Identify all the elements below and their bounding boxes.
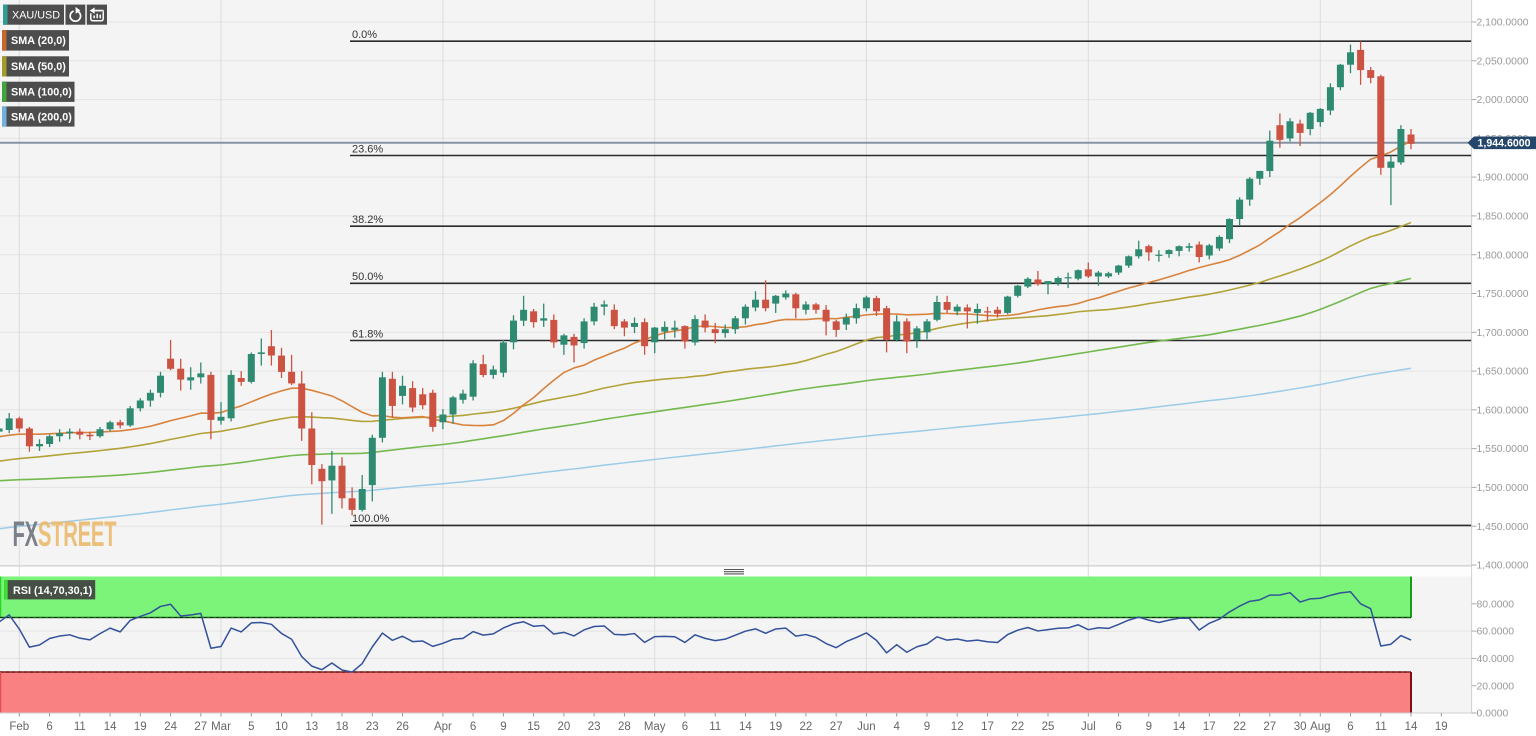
svg-text:20: 20 <box>558 721 571 733</box>
svg-text:14: 14 <box>1173 721 1186 733</box>
svg-text:2,000.0000: 2,000.0000 <box>1477 95 1529 106</box>
svg-text:14: 14 <box>739 721 752 733</box>
svg-text:1,800.0000: 1,800.0000 <box>1477 250 1529 261</box>
svg-text:27: 27 <box>1263 721 1276 733</box>
svg-text:22: 22 <box>1011 721 1024 733</box>
svg-text:SMA (200,0): SMA (200,0) <box>11 111 72 123</box>
svg-text:22: 22 <box>800 721 813 733</box>
svg-text:RSI (14,70,30,1): RSI (14,70,30,1) <box>13 585 93 597</box>
svg-text:24: 24 <box>164 721 177 733</box>
svg-text:0.0%: 0.0% <box>352 29 377 41</box>
svg-text:14: 14 <box>104 721 117 733</box>
svg-text:1,700.0000: 1,700.0000 <box>1477 328 1529 339</box>
svg-text:SMA (50,0): SMA (50,0) <box>11 61 66 73</box>
svg-text:25: 25 <box>1042 721 1055 733</box>
svg-text:60.0000: 60.0000 <box>1477 627 1515 638</box>
svg-text:26: 26 <box>396 721 409 733</box>
svg-text:19: 19 <box>769 721 782 733</box>
svg-text:12: 12 <box>951 721 964 733</box>
svg-text:15: 15 <box>527 721 540 733</box>
svg-text:1,600.0000: 1,600.0000 <box>1477 405 1529 416</box>
svg-text:Apr: Apr <box>434 721 452 733</box>
svg-text:9: 9 <box>500 721 506 733</box>
svg-text:17: 17 <box>981 721 994 733</box>
svg-text:2,050.0000: 2,050.0000 <box>1477 56 1529 67</box>
svg-text:Aug: Aug <box>1310 721 1330 733</box>
svg-text:80.0000: 80.0000 <box>1477 599 1515 610</box>
svg-text:SMA (100,0): SMA (100,0) <box>11 87 72 99</box>
svg-text:23: 23 <box>588 721 601 733</box>
svg-text:9: 9 <box>924 721 930 733</box>
svg-text:11: 11 <box>1375 721 1387 733</box>
svg-text:6: 6 <box>1347 721 1353 733</box>
svg-text:1,450.0000: 1,450.0000 <box>1477 522 1529 533</box>
svg-text:Jul: Jul <box>1081 721 1096 733</box>
svg-text:1,944.6000: 1,944.6000 <box>1478 138 1531 150</box>
svg-text:27: 27 <box>830 721 843 733</box>
svg-text:28: 28 <box>618 721 631 733</box>
svg-text:6: 6 <box>46 721 52 733</box>
svg-text:30: 30 <box>1294 721 1307 733</box>
svg-text:Jun: Jun <box>857 721 876 733</box>
svg-text:50.0%: 50.0% <box>352 271 383 283</box>
svg-text:1,550.0000: 1,550.0000 <box>1477 444 1529 455</box>
svg-text:17: 17 <box>1203 721 1216 733</box>
svg-text:FXSTREET: FXSTREET <box>13 515 117 554</box>
svg-text:6: 6 <box>470 721 476 733</box>
svg-text:10: 10 <box>275 721 288 733</box>
svg-text:23.6%: 23.6% <box>352 143 383 155</box>
svg-text:27: 27 <box>194 721 207 733</box>
svg-text:1,850.0000: 1,850.0000 <box>1477 212 1529 223</box>
svg-text:Feb: Feb <box>9 721 29 733</box>
svg-text:38.2%: 38.2% <box>352 214 383 226</box>
svg-text:19: 19 <box>1435 721 1448 733</box>
svg-text:9: 9 <box>1146 721 1152 733</box>
svg-text:18: 18 <box>336 721 349 733</box>
svg-text:11: 11 <box>709 721 721 733</box>
svg-text:XAU/USD: XAU/USD <box>12 9 60 21</box>
svg-text:SMA (20,0): SMA (20,0) <box>11 35 66 47</box>
svg-text:4: 4 <box>893 721 900 733</box>
svg-text:1,750.0000: 1,750.0000 <box>1477 289 1529 300</box>
svg-text:May: May <box>644 721 666 733</box>
svg-text:100.0%: 100.0% <box>352 513 390 525</box>
svg-text:22: 22 <box>1233 721 1246 733</box>
svg-text:14: 14 <box>1405 721 1418 733</box>
svg-text:61.8%: 61.8% <box>352 328 383 340</box>
svg-text:13: 13 <box>305 721 318 733</box>
svg-text:5: 5 <box>248 721 254 733</box>
svg-text:11: 11 <box>74 721 86 733</box>
svg-text:6: 6 <box>682 721 688 733</box>
svg-text:1,650.0000: 1,650.0000 <box>1477 367 1529 378</box>
svg-text:1,900.0000: 1,900.0000 <box>1477 173 1529 184</box>
svg-text:0.0000: 0.0000 <box>1477 709 1509 720</box>
svg-text:40.0000: 40.0000 <box>1477 654 1515 665</box>
svg-text:23: 23 <box>366 721 379 733</box>
svg-text:2,100.0000: 2,100.0000 <box>1477 18 1529 29</box>
svg-text:Mar: Mar <box>211 721 231 733</box>
svg-text:1,400.0000: 1,400.0000 <box>1477 561 1529 572</box>
svg-text:19: 19 <box>134 721 147 733</box>
svg-text:6: 6 <box>1115 721 1121 733</box>
svg-text:1,500.0000: 1,500.0000 <box>1477 483 1529 494</box>
svg-text:20.0000: 20.0000 <box>1477 681 1515 692</box>
